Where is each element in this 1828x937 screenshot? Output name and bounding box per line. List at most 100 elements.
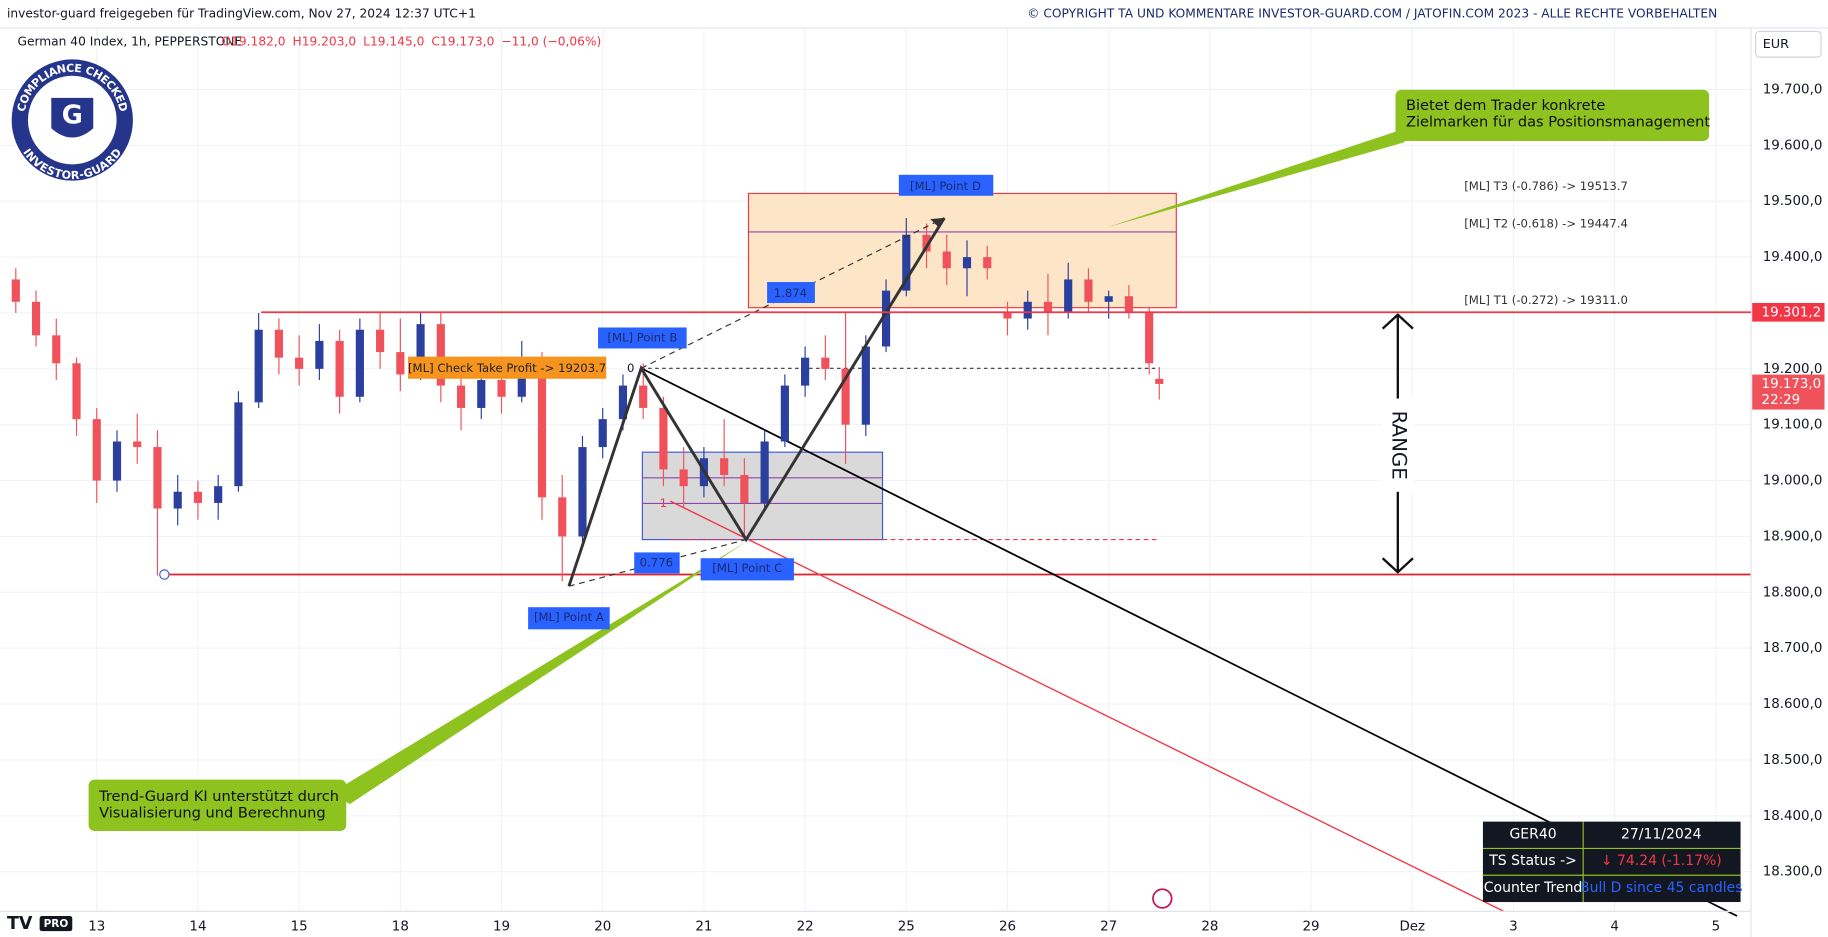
- x-tick-label: 13: [88, 920, 105, 935]
- label-bg: [700, 558, 794, 581]
- candle-body: [881, 290, 891, 347]
- candle-body: [983, 257, 992, 269]
- y-tick-label: 18.600,0: [1763, 697, 1823, 712]
- candle-body: [1003, 312, 1012, 319]
- ratio-label: 0.776: [640, 555, 673, 569]
- x-tick-label: 4: [1610, 920, 1619, 935]
- table-cell: Counter Trend: [1484, 880, 1583, 896]
- x-tick-label: Dez: [1399, 920, 1425, 935]
- y-tick-label: 18.900,0: [1763, 529, 1823, 544]
- x-tick-label: 29: [1303, 920, 1320, 935]
- range-label: RANGE: [1387, 411, 1410, 480]
- point-a-label: [ML] Point A: [534, 610, 604, 624]
- candle-body: [355, 329, 364, 397]
- abcd-pattern: [567, 217, 946, 587]
- x-tick-label: 14: [189, 920, 206, 935]
- y-tick-label: 18.500,0: [1763, 753, 1823, 768]
- currency-box[interactable]: [1755, 30, 1822, 58]
- candle-body: [598, 419, 607, 448]
- candle-body: [1064, 279, 1073, 313]
- candle-body: [1043, 301, 1053, 313]
- range-arrow-head: [1381, 313, 1414, 330]
- table-cell: 27/11/2024: [1621, 826, 1702, 842]
- candle-body: [31, 301, 41, 336]
- table-cell: Bull D since 45 candles: [1580, 880, 1743, 896]
- y-tick-label: 19.000,0: [1763, 474, 1823, 489]
- candle-body: [720, 458, 729, 475]
- target-label: [ML] T1 (-0.272) -> 19311.0: [1464, 293, 1628, 307]
- candle-body: [416, 324, 425, 375]
- badge-shield: [51, 97, 94, 138]
- candle-body: [801, 357, 810, 386]
- x-tick-label: 21: [695, 920, 712, 935]
- range-arrow-head: [1381, 557, 1414, 574]
- ac-line: [568, 539, 747, 587]
- target-label: [ML] T3 (-0.786) -> 19513.7: [1464, 179, 1628, 193]
- candle-body: [497, 380, 506, 397]
- candle-body: [639, 385, 648, 408]
- candle-body: [133, 441, 142, 448]
- candle-body: [942, 251, 951, 269]
- pro-badge: [39, 916, 73, 932]
- support-anchor: [159, 569, 170, 580]
- candle-body: [679, 469, 688, 487]
- candle-body: [841, 368, 850, 425]
- chart-title: German 40 Index, 1h, PEPPERSTONE: [17, 34, 242, 48]
- candle-body: [173, 491, 182, 509]
- x-tick-label: 18: [392, 920, 409, 935]
- fib-one: 1: [660, 496, 667, 510]
- x-tick-label: 3: [1509, 920, 1518, 935]
- point-d-label: [ML] Point D: [910, 179, 981, 193]
- candle-body: [52, 335, 61, 364]
- candle-body: [92, 419, 101, 481]
- candle-body: [861, 346, 870, 425]
- tv-logo: TV: [7, 914, 33, 934]
- candle-body: [193, 491, 203, 503]
- label-bg: [598, 327, 687, 349]
- candle-body: [1023, 301, 1032, 319]
- callout: [88, 779, 347, 831]
- y-tick-label: 18.800,0: [1763, 585, 1823, 600]
- callout-pointer: [1107, 130, 1405, 228]
- price-tag-label: 19.301,2: [1762, 305, 1822, 320]
- header-left: investor-guard freigegeben für TradingVi…: [7, 6, 476, 20]
- candle-body: [335, 340, 344, 397]
- candle-body: [11, 279, 20, 302]
- candle-body: [922, 234, 931, 252]
- callout-text: Bietet dem Trader konkrete: [1406, 97, 1605, 114]
- y-tick-label: 19.700,0: [1763, 82, 1823, 97]
- badge-letter: G: [62, 101, 83, 131]
- trend-line: [670, 500, 1505, 912]
- label-bg: [767, 282, 815, 304]
- candle-body: [456, 385, 466, 408]
- y-tick-label: 19.100,0: [1763, 418, 1823, 433]
- x-tick-label: 5: [1712, 920, 1721, 935]
- candle-body: [821, 357, 830, 369]
- event-icon[interactable]: [1152, 888, 1173, 909]
- price-tag: [1752, 302, 1825, 322]
- ohlc-value: O19.182,0: [222, 34, 286, 48]
- ohlc-value: L19.145,0: [363, 34, 424, 48]
- x-tick-label: 27: [1100, 920, 1117, 935]
- label-bg: [528, 607, 610, 630]
- pro-text: PRO: [44, 918, 69, 930]
- callout-text: Trend-Guard KI unterstützt durch: [98, 788, 339, 805]
- candle-body: [72, 363, 81, 420]
- callout-text: Zielmarken für das Positionsmanagement: [1406, 113, 1710, 130]
- candle-body: [1084, 279, 1093, 302]
- table-cell: TS Status ->: [1488, 853, 1577, 869]
- candle-body: [396, 352, 405, 375]
- candle-body: [659, 407, 668, 470]
- price-tag-label: 19.173,0: [1762, 377, 1822, 392]
- header-right: © COPYRIGHT TA UND KOMMENTARE INVESTOR-G…: [1027, 6, 1717, 20]
- point-b-label: [ML] Point B: [607, 330, 677, 344]
- x-tick-label: 22: [797, 920, 814, 935]
- label-bg: [898, 174, 994, 196]
- x-tick-label: 26: [999, 920, 1016, 935]
- price-tag-sub: 22:29: [1762, 393, 1801, 408]
- label-bg: [634, 552, 680, 574]
- candle-body: [1104, 296, 1113, 302]
- candle-body: [780, 385, 789, 442]
- status-table: [1482, 821, 1741, 903]
